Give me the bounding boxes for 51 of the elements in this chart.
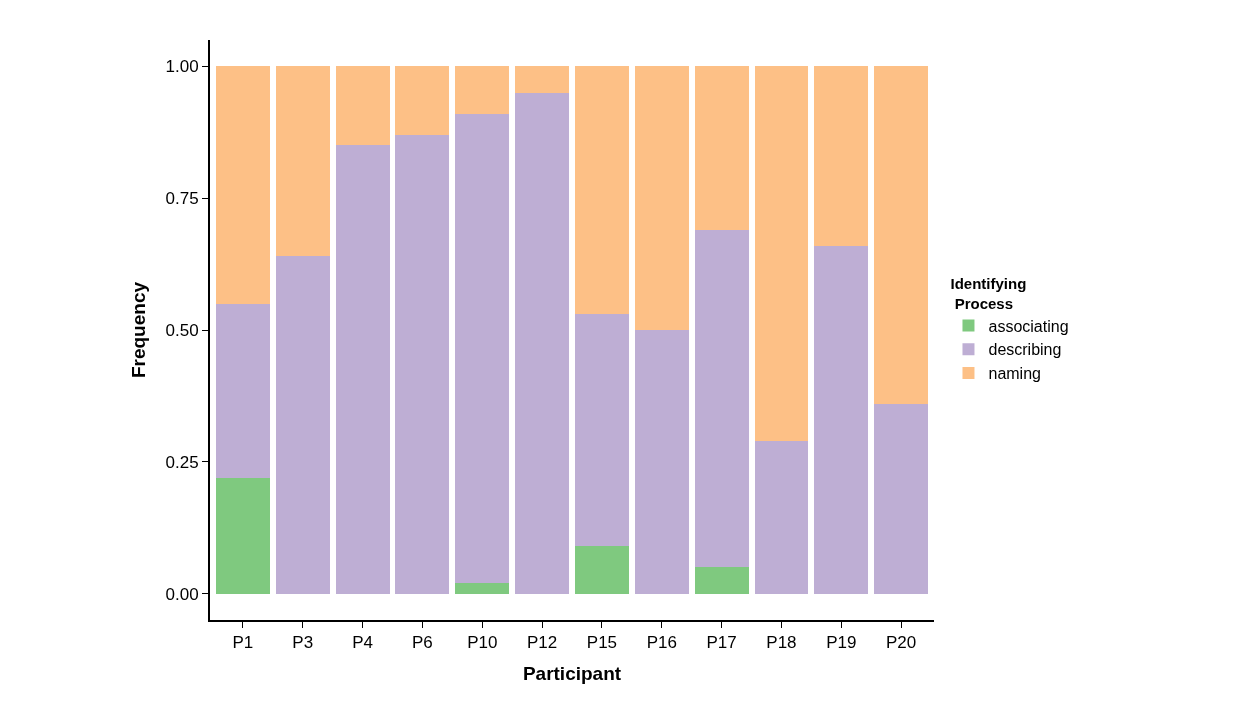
bar xyxy=(275,66,330,257)
bar xyxy=(395,134,450,594)
bar xyxy=(215,303,270,478)
bar xyxy=(215,477,270,594)
bar xyxy=(515,66,570,93)
x-tick-label: P10 xyxy=(467,633,498,653)
bar xyxy=(574,546,629,594)
bar xyxy=(634,330,689,594)
bar xyxy=(515,92,570,594)
bar xyxy=(814,245,869,594)
bar xyxy=(694,567,749,594)
y-tick-label: 0.75 xyxy=(165,189,199,209)
x-tick-label: P12 xyxy=(526,633,558,653)
x-axis-title: Participant xyxy=(522,662,622,684)
x-tick-label: P4 xyxy=(352,633,373,653)
legend-label: associating xyxy=(988,317,1069,335)
legend-title: Identifying Process xyxy=(950,275,1027,312)
x-tick-label: P16 xyxy=(646,633,677,653)
bar xyxy=(395,66,450,135)
x-tick-label: P6 xyxy=(412,633,433,653)
bar xyxy=(335,145,390,594)
bar xyxy=(874,403,929,594)
bar xyxy=(574,66,629,315)
bar xyxy=(574,314,629,547)
legend-label: describing xyxy=(988,341,1062,359)
bar xyxy=(754,66,809,441)
x-tick-label: P17 xyxy=(706,633,737,653)
bar xyxy=(694,66,749,230)
bar xyxy=(874,66,929,404)
x-tick-label: P19 xyxy=(826,633,857,653)
bar xyxy=(335,66,390,146)
x-tick-label: P18 xyxy=(766,633,797,653)
x-tick-label: P15 xyxy=(586,633,618,653)
bar xyxy=(634,66,689,330)
y-tick-label: 1.00 xyxy=(165,57,199,77)
y-tick-label: 0.00 xyxy=(165,584,199,604)
bar xyxy=(455,583,510,594)
legend-label: naming xyxy=(988,365,1041,383)
bar xyxy=(275,256,330,594)
y-tick-label: 0.50 xyxy=(165,320,199,340)
bar xyxy=(814,66,869,246)
bar xyxy=(455,113,510,584)
bar xyxy=(694,229,749,568)
x-tick-label: P3 xyxy=(292,633,314,653)
bar xyxy=(455,66,510,114)
x-tick-label: P20 xyxy=(885,633,917,653)
y-tick-label: 0.25 xyxy=(165,452,199,472)
bar xyxy=(215,66,270,304)
x-tick-label: P1 xyxy=(232,633,254,653)
bar xyxy=(754,440,809,594)
y-axis-title: Frequency xyxy=(127,281,149,379)
